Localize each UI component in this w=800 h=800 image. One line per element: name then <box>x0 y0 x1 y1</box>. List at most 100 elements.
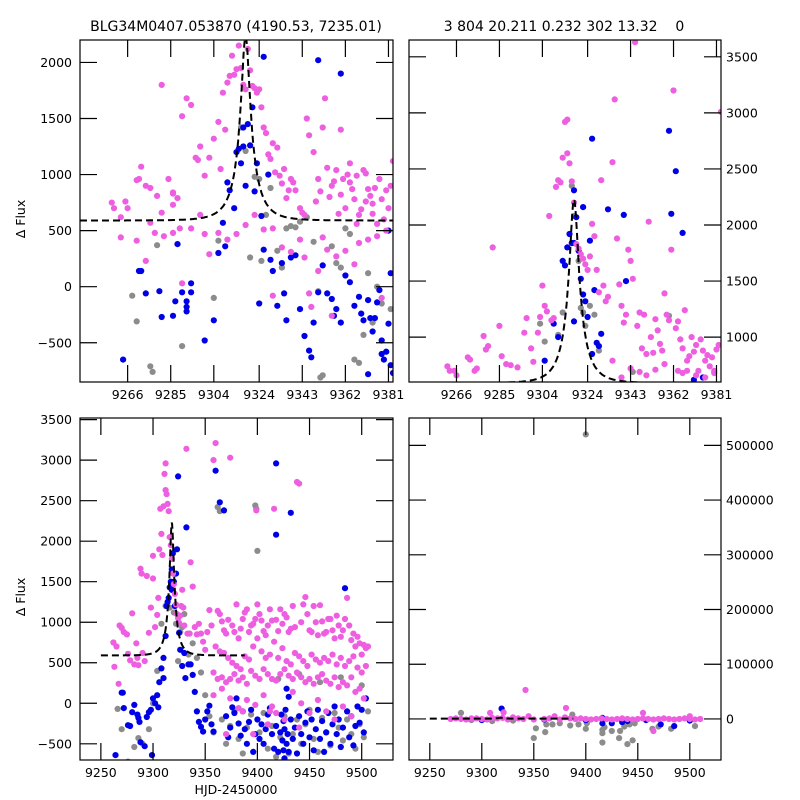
data-point-pink <box>177 612 184 619</box>
data-point-pink <box>335 684 342 691</box>
data-point-pink <box>133 640 140 647</box>
data-point-pink <box>550 315 557 322</box>
data-point-pink <box>333 253 340 260</box>
plot-area <box>100 440 372 760</box>
data-point-gray <box>145 726 152 733</box>
data-point-pink <box>194 156 201 164</box>
data-point-pink <box>227 675 234 683</box>
data-point-blue <box>251 188 258 195</box>
series-blue <box>541 127 707 382</box>
data-point-pink <box>283 614 290 621</box>
data-point-pink <box>298 674 305 681</box>
data-point-pink <box>243 696 250 704</box>
data-point-pink <box>564 116 571 123</box>
data-point-pink <box>688 334 695 341</box>
data-point-pink <box>152 624 159 631</box>
data-point-pink <box>315 175 322 183</box>
data-point-pink <box>603 715 610 723</box>
data-point-pink <box>242 221 249 229</box>
data-point-pink <box>163 491 170 498</box>
data-point-blue <box>679 229 686 236</box>
data-point-pink <box>346 622 353 629</box>
data-point-pink <box>180 604 187 611</box>
data-point-blue <box>292 252 299 259</box>
data-point-pink <box>478 715 485 723</box>
data-point-pink <box>308 651 315 658</box>
data-point-pink <box>672 325 679 332</box>
data-point-pink <box>522 686 529 694</box>
data-point-blue <box>136 718 143 726</box>
data-point-pink <box>243 680 250 687</box>
data-point-pink <box>587 716 595 723</box>
data-point-blue <box>278 711 285 718</box>
data-point-pink <box>500 709 507 716</box>
data-point-pink <box>243 606 250 613</box>
data-point-blue <box>231 205 238 212</box>
x-tick-label: 9300 <box>137 765 169 780</box>
data-point-blue <box>337 319 344 326</box>
data-point-pink <box>708 354 716 361</box>
data-point-blue <box>339 724 346 731</box>
series-blue <box>112 460 369 760</box>
data-point-pink <box>446 367 453 374</box>
data-point-pink <box>593 266 600 273</box>
data-point-gray <box>616 735 623 742</box>
data-point-pink <box>195 620 202 627</box>
data-point-gray <box>316 679 324 686</box>
data-point-pink <box>661 361 668 368</box>
data-point-pink <box>271 638 278 645</box>
data-point-blue <box>262 726 269 733</box>
data-point-pink <box>271 505 278 512</box>
data-point-pink <box>389 158 393 165</box>
data-point-pink <box>200 638 207 645</box>
x-tick-label: 9343 <box>286 387 318 402</box>
data-point-blue <box>142 290 149 297</box>
data-point-pink <box>298 619 305 626</box>
data-point-blue <box>376 287 383 294</box>
data-point-gray <box>567 722 574 729</box>
data-point-blue <box>358 706 365 713</box>
data-point-pink <box>348 637 355 644</box>
data-point-gray <box>328 243 335 250</box>
data-point-pink <box>609 159 616 166</box>
data-point-pink <box>258 648 265 655</box>
data-point-pink <box>289 675 296 683</box>
y-tick-label: 200000 <box>726 602 774 617</box>
data-point-pink <box>237 666 244 673</box>
data-point-pink <box>487 709 494 717</box>
data-point-pink <box>245 656 253 663</box>
data-point-blue <box>193 708 200 715</box>
data-point-pink <box>552 183 560 190</box>
data-point-gray <box>364 708 372 715</box>
data-point-pink <box>197 630 205 637</box>
data-point-pink <box>301 211 308 218</box>
plot-area <box>429 431 704 748</box>
data-point-pink <box>337 126 344 133</box>
data-point-pink <box>133 237 140 244</box>
data-point-blue <box>358 310 365 317</box>
x-axis-label: HJD-2450000 <box>195 782 278 797</box>
data-point-pink <box>378 196 385 203</box>
data-point-pink <box>323 677 330 684</box>
data-point-gray <box>365 270 372 277</box>
axes-frame <box>408 39 722 383</box>
y-tick-label: 0 <box>64 696 72 711</box>
data-point-pink <box>256 86 263 93</box>
axes-frame <box>79 39 394 383</box>
data-point-pink <box>210 692 217 699</box>
data-point-gray <box>154 242 161 249</box>
data-point-gray <box>179 343 186 350</box>
data-point-pink <box>123 631 130 638</box>
data-point-gray <box>530 735 537 742</box>
data-point-pink <box>219 89 226 96</box>
data-point-pink <box>139 649 146 657</box>
data-point-blue <box>256 735 263 743</box>
data-point-blue <box>216 499 223 506</box>
data-point-pink <box>325 658 332 665</box>
data-point-pink <box>365 186 372 193</box>
data-point-blue <box>229 704 236 711</box>
data-point-pink <box>256 675 263 683</box>
data-point-blue <box>242 182 249 189</box>
data-point-pink <box>650 349 657 356</box>
data-point-gray <box>339 737 346 744</box>
